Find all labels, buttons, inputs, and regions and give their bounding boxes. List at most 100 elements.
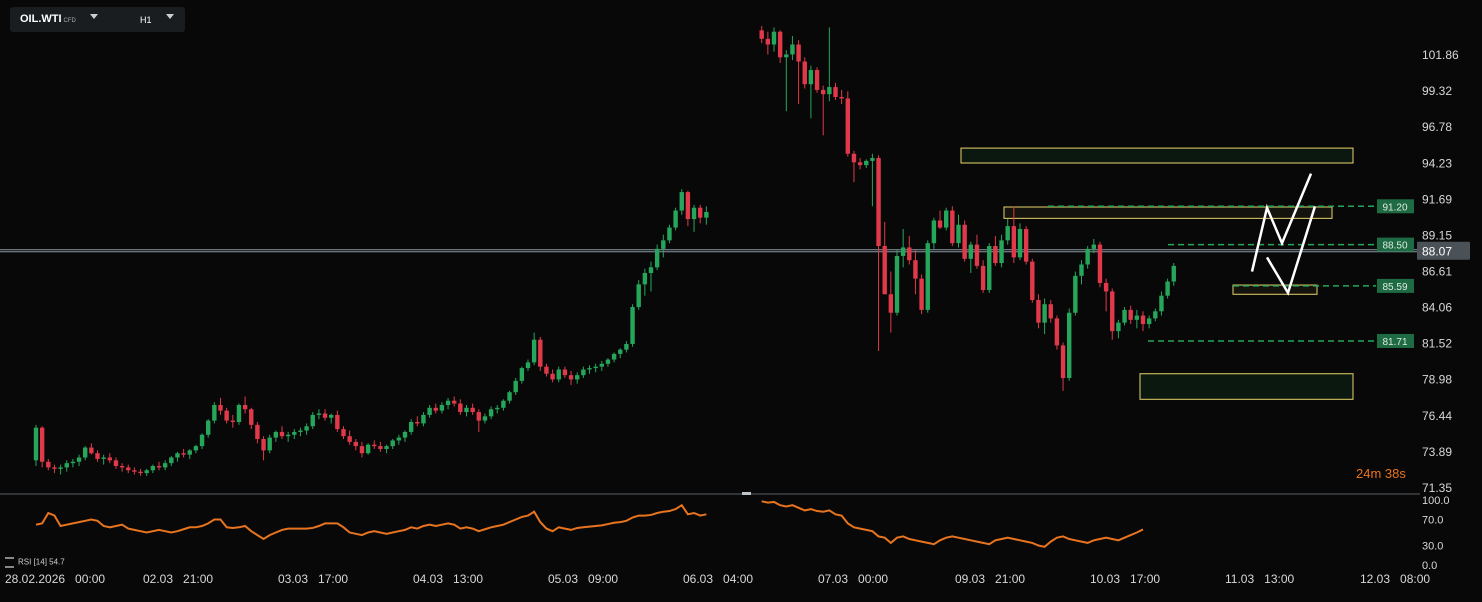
candle-body [1146,318,1152,325]
candle-body [292,431,297,435]
candle-body [83,447,88,458]
rsi-axis-label: 70.0 [1422,515,1443,527]
indicator-menu-icon[interactable] [5,557,14,568]
time-axis-label: 12.03 08:00 [1360,572,1430,586]
candle-body [1140,315,1146,325]
candle-body [937,220,943,228]
candle-body [919,278,924,310]
candle-body [925,243,930,310]
time-axis-label: 11.03 13:00 [1225,572,1294,586]
candle-body [187,450,192,455]
candle-body [255,424,260,440]
candle-body [556,369,561,380]
candle-body [802,61,807,85]
price-axis-label: 76.44 [1422,409,1452,423]
candle-body [402,431,408,438]
candle-body [833,87,838,98]
level-label: 88.50 [1382,241,1407,252]
candle-body [673,210,678,228]
candle-body [1134,315,1140,320]
candle-body [1011,226,1017,258]
candle-body [242,404,248,410]
timeframe-dropdown-icon[interactable] [166,14,174,19]
level-label: 85.59 [1382,282,1407,293]
candle-body [212,404,217,421]
candle-body [445,400,451,405]
candle-body [784,54,789,58]
rsi-period: [14] [33,557,47,567]
time-axis-label: 04.03 13:00 [413,572,483,586]
symbol-dropdown-icon[interactable] [90,14,98,19]
candle-body [298,430,303,432]
candle-body [900,247,906,256]
candle-body [1079,264,1084,276]
candle-body [808,70,814,85]
candle-body [814,70,820,90]
candle-body [347,436,352,442]
price-axis-label: 94.23 [1422,156,1452,170]
current-price-label: 88.07 [1422,245,1452,259]
candle-body [279,431,285,437]
symbol-selector[interactable]: OIL.WTI CFD [20,13,76,25]
candle-body [119,466,125,468]
rsi-value: 54.7 [49,557,65,567]
candle-body [476,412,481,421]
candle-body [58,467,63,469]
price-zone [1139,373,1354,400]
candle-body [882,246,887,295]
candle-body [341,429,346,437]
candle-body [482,416,488,421]
candle-body [359,446,365,454]
candle-body [285,434,291,437]
candle-body [218,404,223,411]
candle-body [1060,345,1066,379]
candle-body [433,407,438,411]
candle-body [980,265,986,291]
candle-body [630,307,635,344]
candle-body [913,260,918,279]
candle-body [870,158,875,161]
price-axis-label: 84.06 [1422,301,1452,315]
candle-body [1085,248,1090,265]
candle-body [206,420,211,435]
candle-body [1159,295,1164,312]
price-axis-label: 99.32 [1422,84,1452,98]
candle-body [519,368,525,381]
candle-body [864,160,869,166]
candle-body [944,210,949,228]
time-axis-label: 09.03 21:00 [955,572,1025,586]
candle-body [1103,282,1109,292]
candle-body [39,427,45,462]
candle-body [230,420,235,423]
price-zone [1003,206,1333,219]
rsi-axis-label: 30.0 [1422,541,1443,553]
level-label-box [1377,333,1414,348]
candle-body [470,407,475,413]
candle-body [894,255,900,313]
candle-body [89,447,94,454]
candle-body [562,369,568,376]
candle-body [531,339,537,363]
rsi-axis-label: 0.0 [1422,560,1437,572]
candle-body [310,414,315,427]
candle-body [273,431,279,438]
candle-body [876,158,881,247]
candle-body [113,460,119,467]
candle-body [101,457,106,459]
candle-body [827,87,832,95]
candle-body [267,437,272,451]
candle-body [224,410,229,421]
candle-body [950,210,955,244]
candle-body [329,414,334,418]
candle-body [64,463,69,468]
candle-body [249,409,254,425]
pane-resize-handle[interactable] [742,492,751,495]
candle-body [396,437,402,441]
price-axis-label: 89.15 [1422,228,1452,242]
timeframe-selector[interactable]: H1 [140,15,152,25]
candle-body [888,294,894,313]
candle-body [642,272,648,285]
candle-body [999,240,1004,264]
